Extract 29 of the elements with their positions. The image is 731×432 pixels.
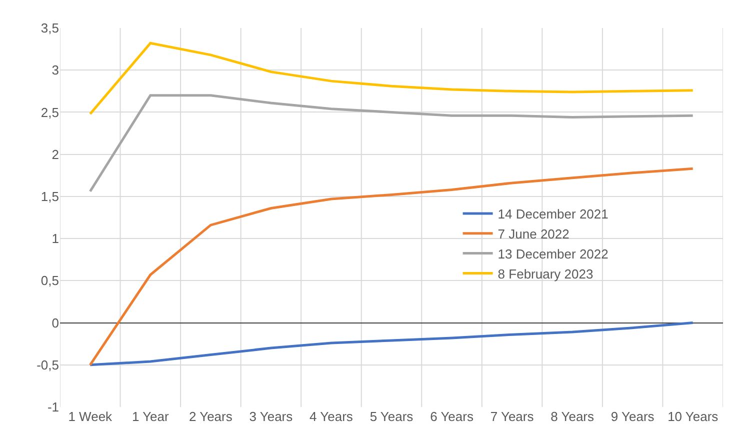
legend-label: 14 December 2021 (498, 206, 608, 222)
x-tick-label: 10 Years (668, 409, 719, 424)
y-tick-label: -1 (47, 400, 59, 415)
x-tick-label: 1 Year (132, 409, 170, 424)
x-tick-label: 7 Years (490, 409, 534, 424)
x-tick-label: 5 Years (370, 409, 414, 424)
legend-label: 7 June 2022 (498, 226, 570, 242)
legend-label: 13 December 2022 (498, 246, 608, 262)
line-series (88, 42, 694, 116)
x-tick-label: 4 Years (310, 409, 354, 424)
y-tick-label: 0,5 (40, 273, 59, 288)
y-tick-label: 3 (52, 62, 59, 78)
x-tick-label: 8 Years (550, 409, 595, 424)
x-tick-label: 2 Years (188, 409, 233, 424)
x-tick-label: 1 Week (68, 409, 113, 424)
y-tick-label: 2,5 (40, 104, 59, 120)
y-tick-label: 1,5 (40, 188, 59, 204)
x-tick-label: 9 Years (610, 409, 655, 424)
line-series (88, 322, 694, 366)
y-tick-label: 1 (52, 231, 59, 246)
x-tick-label: 6 Years (430, 409, 474, 424)
line-series (88, 94, 694, 193)
line-series (88, 167, 694, 366)
y-tick-label: -0,5 (36, 357, 59, 372)
legend-label: 8 February 2023 (498, 266, 594, 282)
x-tick-label: 3 Years (249, 409, 294, 424)
y-tick-label: 0 (52, 315, 59, 330)
y-tick-label: 2 (52, 146, 59, 162)
y-tick-label: 3,5 (40, 20, 59, 36)
